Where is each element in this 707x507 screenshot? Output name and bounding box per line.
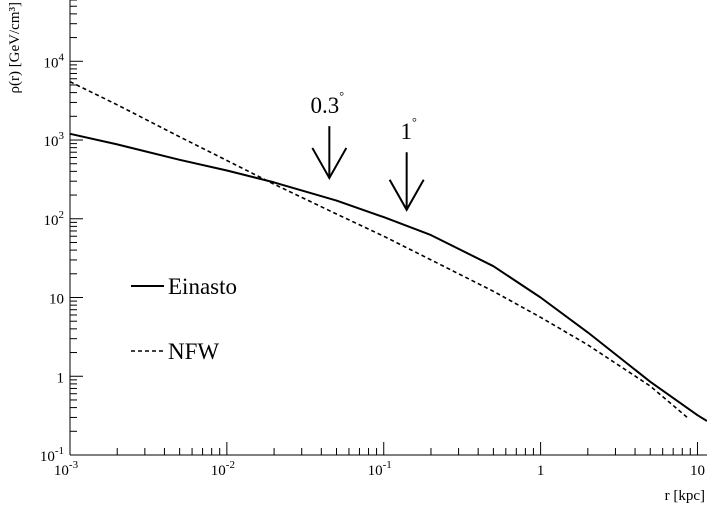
y-tick-labels: 10-1 1 10 102 103 104 bbox=[40, 51, 65, 465]
x-tick-label: 10 bbox=[690, 463, 705, 479]
y-tick-label: 102 bbox=[44, 209, 65, 229]
legend-label-einasto: Einasto bbox=[168, 274, 237, 299]
y-tick-label: 104 bbox=[44, 51, 65, 71]
x-tick-label: 10-2 bbox=[211, 459, 235, 479]
y-tick-label: 10 bbox=[49, 292, 64, 308]
y-tick-label: 10-1 bbox=[40, 445, 64, 465]
y-axis-title: ρ(r) [GeV/cm³] bbox=[7, 2, 23, 94]
y-tick-label: 103 bbox=[44, 130, 65, 150]
x-tick-label: 10-3 bbox=[54, 459, 79, 479]
legend: Einasto NFW bbox=[131, 274, 237, 364]
annotations: 0.3° 1° bbox=[311, 89, 425, 212]
x-tick-label: 10-1 bbox=[368, 459, 392, 479]
y-tick-label: 1 bbox=[57, 370, 65, 386]
series-line-nfw bbox=[69, 80, 688, 419]
x-tick-label: 1 bbox=[537, 463, 545, 479]
annotation-label: 1° bbox=[401, 115, 418, 144]
annotation-arrow-head bbox=[388, 179, 425, 212]
annotation-arrow-head bbox=[311, 147, 348, 180]
annotation-label: 0.3° bbox=[311, 89, 345, 118]
series-layer bbox=[69, 80, 707, 422]
legend-label-nfw: NFW bbox=[168, 339, 219, 364]
series-line-einasto bbox=[69, 132, 707, 422]
plot-frame-layer bbox=[69, 0, 707, 456]
tick-marks bbox=[69, 0, 698, 456]
x-tick-labels: 10-3 10-2 10-1 1 10 bbox=[54, 459, 705, 479]
x-axis-title: r [kpc] bbox=[665, 488, 705, 504]
